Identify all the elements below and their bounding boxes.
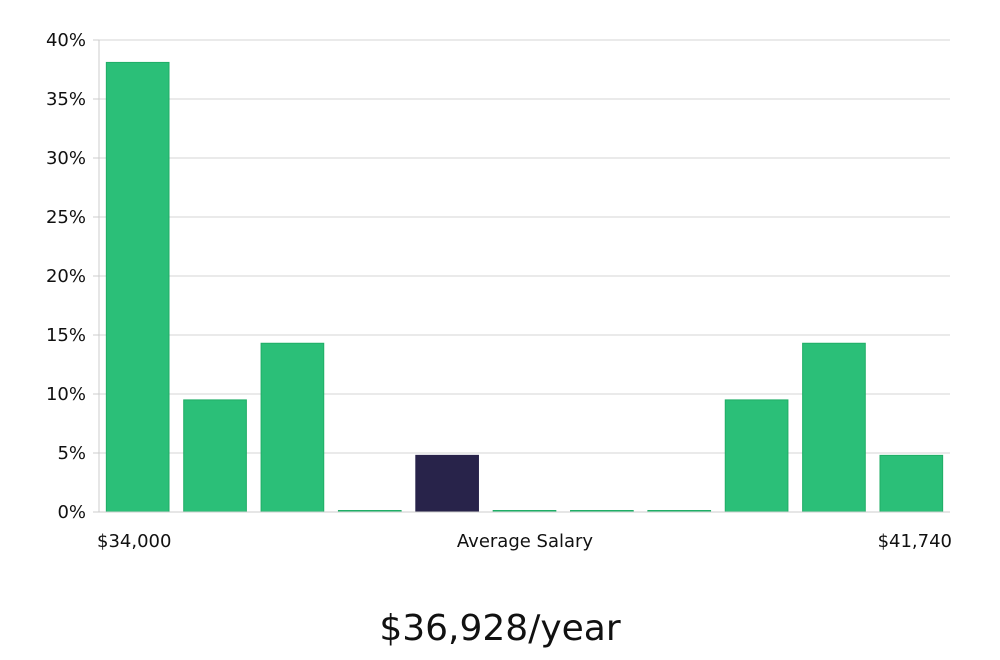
- y-tick-label: 30%: [46, 148, 86, 169]
- y-tick-label: 35%: [46, 89, 86, 110]
- x-label-max: $41,740: [878, 531, 952, 552]
- y-tick-labels: 0% 5% 10% 15% 20% 25% 30% 35% 40%: [46, 30, 99, 523]
- bars: [105, 61, 944, 513]
- y-tick-label: 20%: [46, 266, 86, 287]
- bar-average-salary: [415, 454, 479, 513]
- bar: [260, 342, 325, 513]
- x-label-center: Average Salary: [457, 531, 594, 552]
- bar: [724, 399, 789, 513]
- bar: [879, 454, 944, 513]
- bar: [105, 61, 170, 513]
- bar: [802, 342, 866, 513]
- y-tick-label: 0%: [57, 502, 86, 523]
- x-label-min: $34,000: [97, 531, 171, 552]
- y-tick-label: 40%: [46, 30, 86, 51]
- average-salary-value: $36,928/year: [379, 608, 621, 649]
- y-tick-label: 15%: [46, 325, 86, 346]
- y-tick-label: 25%: [46, 207, 86, 228]
- bar: [183, 399, 247, 513]
- y-tick-label: 10%: [46, 384, 86, 405]
- salary-histogram: 0% 5% 10% 15% 20% 25% 30% 35% 40% $34,000 Averag…: [46, 30, 952, 552]
- y-tick-label: 5%: [57, 443, 86, 464]
- grid-lines: [99, 39, 950, 454]
